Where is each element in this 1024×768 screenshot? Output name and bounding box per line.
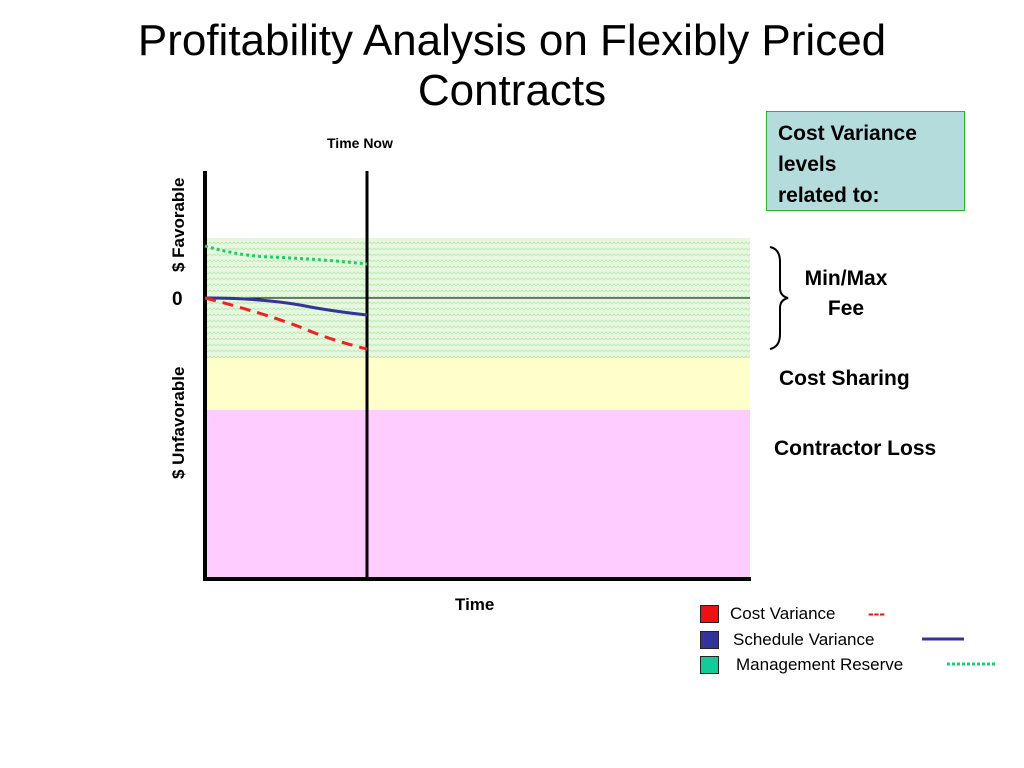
title-line-2: Contracts	[417, 66, 607, 115]
legend-schedule-variance-label: Schedule Variance	[733, 630, 875, 649]
contractor-loss-label: Contractor Loss	[774, 437, 937, 460]
contractor-loss-zone	[207, 410, 750, 578]
page-title: Profitability Analysis on Flexibly Price…	[40, 16, 984, 116]
management-reserve-swatch	[700, 656, 719, 674]
cost-variance-line	[204, 296, 368, 351]
zero-label: 0	[172, 289, 183, 310]
y-favorable-label: $ Favorable	[169, 177, 188, 273]
cost-sharing-zone	[207, 358, 750, 410]
cost-variance-callout: Cost Variance levels related to:	[766, 111, 965, 211]
min-max-fee-brace	[769, 246, 789, 350]
min-max-fee-line-1: Min/Max	[804, 267, 888, 290]
callout-line-3: related to:	[778, 184, 880, 207]
legend-cost-variance-label: Cost Variance	[730, 604, 836, 623]
legend-cost-variance-marker: ---	[868, 604, 885, 623]
x-axis-label: Time	[455, 595, 495, 614]
cost-sharing-label: Cost Sharing	[779, 367, 910, 390]
callout-line-2: levels	[778, 153, 837, 176]
management-reserve-line	[204, 244, 368, 266]
callout-line-1: Cost Variance	[778, 122, 917, 145]
y-unfavorable-label: $ Unfavorable	[169, 366, 188, 479]
title-line-1: Profitability Analysis on Flexibly Price…	[137, 16, 887, 65]
time-now-label: Time Now	[327, 135, 393, 151]
min-max-fee-line-2: Fee	[827, 297, 865, 320]
legend-management-reserve-label: Management Reserve	[736, 655, 904, 674]
schedule-variance-line	[204, 296, 368, 317]
min-max-fee-label: Min/Max Fee	[786, 264, 906, 324]
schedule-variance-swatch	[700, 631, 719, 649]
cost-variance-swatch	[700, 605, 719, 623]
